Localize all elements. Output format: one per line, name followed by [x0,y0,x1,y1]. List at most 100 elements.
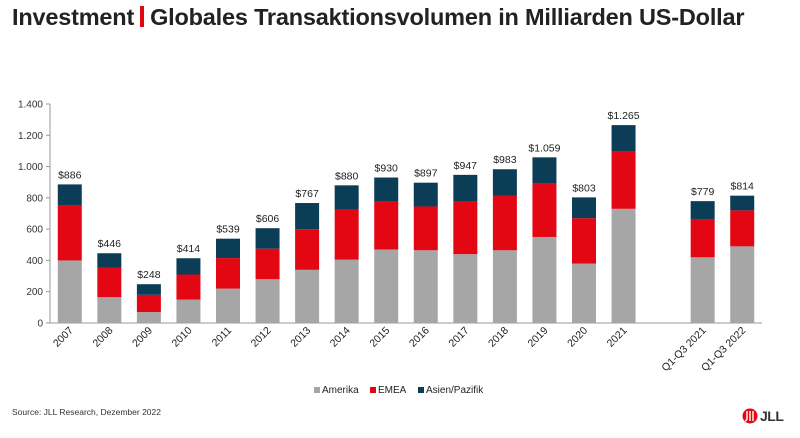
title-separator [140,6,145,27]
bar-amerika-2009 [136,312,161,323]
bar-asienpazifik-2009 [136,284,161,295]
total-label: $886 [58,169,82,181]
legend-swatch-emea [370,387,376,393]
x-tick-label: 2015 [367,325,392,350]
chart-title: Investment Globales Transaktionsvolumen i… [12,4,744,31]
total-label: $767 [295,188,319,200]
y-tick-label: 400 [26,256,43,267]
legend-label-amerika: Amerika [322,385,359,396]
bar-amerika-2018 [492,250,517,323]
y-tick-label: 1.400 [18,100,43,111]
total-label: $880 [335,170,359,182]
bar-emea-2020 [572,218,596,264]
bar-emea-2010 [176,274,201,300]
bar-emea-2012 [255,248,280,280]
bar-emea-2016 [413,206,438,251]
bar-amerika-2014 [334,259,359,323]
bar-emea-2011 [216,258,240,289]
bar-amerika-Q1-Q32021 [690,257,715,323]
source-note: Source: JLL Research, Dezember 2022 [12,407,161,417]
bar-emea-2008 [97,267,122,298]
bar-emea-2009 [136,294,161,313]
bar-asienpazifik-2016 [413,182,438,207]
jll-logo-icon [742,408,758,424]
bar-asienpazifik-Q1-Q32022 [730,195,755,211]
total-label: $1.059 [528,142,560,154]
y-tick-label: 600 [26,225,43,236]
bar-asienpazifik-2018 [492,169,517,196]
bar-amerika-2020 [572,263,596,323]
bar-asienpazifik-2013 [295,203,320,230]
total-label: $414 [177,243,201,255]
bar-emea-2014 [334,209,359,260]
bar-amerika-2017 [453,254,478,323]
title-main: Investment [12,4,135,30]
bar-asienpazifik-2008 [97,253,122,268]
total-label: $446 [98,238,122,250]
total-label: $779 [691,186,715,198]
total-label: $803 [572,182,596,194]
logo-text: JLL [760,408,784,424]
x-tick-label: 2009 [130,325,155,350]
y-tick-label: 1.200 [18,131,43,142]
bar-emea-Q1-Q32021 [690,218,715,258]
x-tick-label: 2007 [51,325,76,350]
bar-amerika-2016 [413,250,438,323]
bar-amerika-2012 [255,279,280,323]
total-label: $983 [493,154,517,166]
bar-amerika-2011 [216,288,240,323]
bar-amerika-2007 [57,260,82,323]
bar-amerika-2015 [374,249,399,323]
bar-emea-2019 [532,183,557,237]
bar-amerika-2010 [176,299,201,323]
bar-emea-Q1-Q32022 [730,210,755,247]
total-label: $1.265 [607,110,639,122]
bar-asienpazifik-2015 [374,177,399,202]
x-tick-label: 2018 [486,325,511,350]
legend-swatch-amerika [314,387,320,393]
total-label: $248 [137,269,161,281]
x-tick-label: 2017 [446,325,471,350]
jll-logo: JLL [742,408,784,424]
total-label: $947 [454,160,478,172]
x-tick-label: 2021 [605,325,630,350]
x-tick-label: 2016 [407,325,432,350]
legend-label-asienpazifik: Asien/Pazifik [426,385,484,396]
x-tick-label: 2014 [328,325,353,350]
x-tick-label: 2012 [249,325,274,350]
bar-emea-2015 [374,201,399,250]
y-tick-label: 0 [37,319,43,330]
bar-asienpazifik-2021 [611,125,636,152]
y-tick-label: 800 [26,193,43,204]
title-sub: Globales Transaktionsvolumen in Milliard… [150,4,745,30]
bar-asienpazifik-2012 [255,228,280,249]
bar-asienpazifik-2020 [572,197,596,219]
bar-emea-2021 [611,151,636,209]
total-label: $930 [375,163,399,175]
x-tick-label: 2013 [288,325,313,350]
bar-asienpazifik-2017 [453,174,478,201]
y-tick-label: 1.000 [18,162,43,173]
total-label: $606 [256,213,280,225]
y-tick-label: 200 [26,287,43,298]
legend-label-emea: EMEA [378,385,407,396]
legend-swatch-asienpazifik [418,387,424,393]
total-label: $897 [414,168,438,180]
total-label: $539 [216,224,240,236]
bar-amerika-2019 [532,236,557,323]
bar-asienpazifik-2014 [334,185,359,210]
x-tick-label: 2010 [170,325,195,350]
total-label: $814 [731,181,755,193]
bar-emea-2018 [492,195,517,251]
bar-asienpazifik-2010 [176,258,201,275]
bar-amerika-2008 [97,297,122,323]
bar-amerika-2021 [611,208,636,323]
bar-emea-2017 [453,200,478,255]
bar-asienpazifik-Q1-Q32021 [690,201,715,219]
x-tick-label: 2011 [210,325,235,350]
bar-asienpazifik-2019 [532,157,557,184]
bar-emea-2007 [57,205,82,261]
x-tick-label: 2019 [526,325,551,350]
bar-asienpazifik-2011 [216,238,240,259]
